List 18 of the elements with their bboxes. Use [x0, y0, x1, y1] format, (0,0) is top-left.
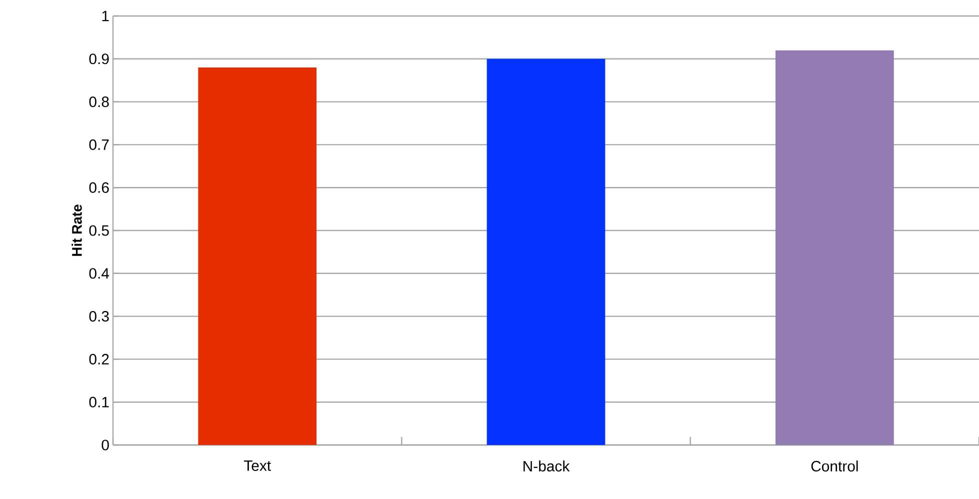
y-tick-label: 0.8 — [89, 96, 109, 108]
x-tick-label: Control — [811, 460, 858, 472]
y-tick-label: 0.2 — [89, 354, 109, 364]
y-tick-label: 0.3 — [89, 311, 109, 322]
x-tick-label: N-back — [524, 460, 570, 472]
bar — [198, 67, 317, 445]
x-tick-label: Text — [244, 460, 271, 471]
y-tick-label: 1 — [102, 10, 109, 22]
bar — [776, 50, 894, 445]
bar — [486, 58, 606, 445]
y-tick-label: 0.9 — [89, 54, 109, 64]
y-tick-label: 0.5 — [89, 225, 109, 236]
y-tick-label: 0.6 — [89, 182, 109, 193]
y-tick-label: 0 — [102, 440, 109, 450]
y-tick-label: 0.4 — [89, 268, 110, 279]
y-axis-title: Hit Rate — [72, 204, 82, 256]
y-tick-label: 0.1 — [89, 396, 109, 408]
y-tick-label: 0.7 — [89, 139, 109, 150]
